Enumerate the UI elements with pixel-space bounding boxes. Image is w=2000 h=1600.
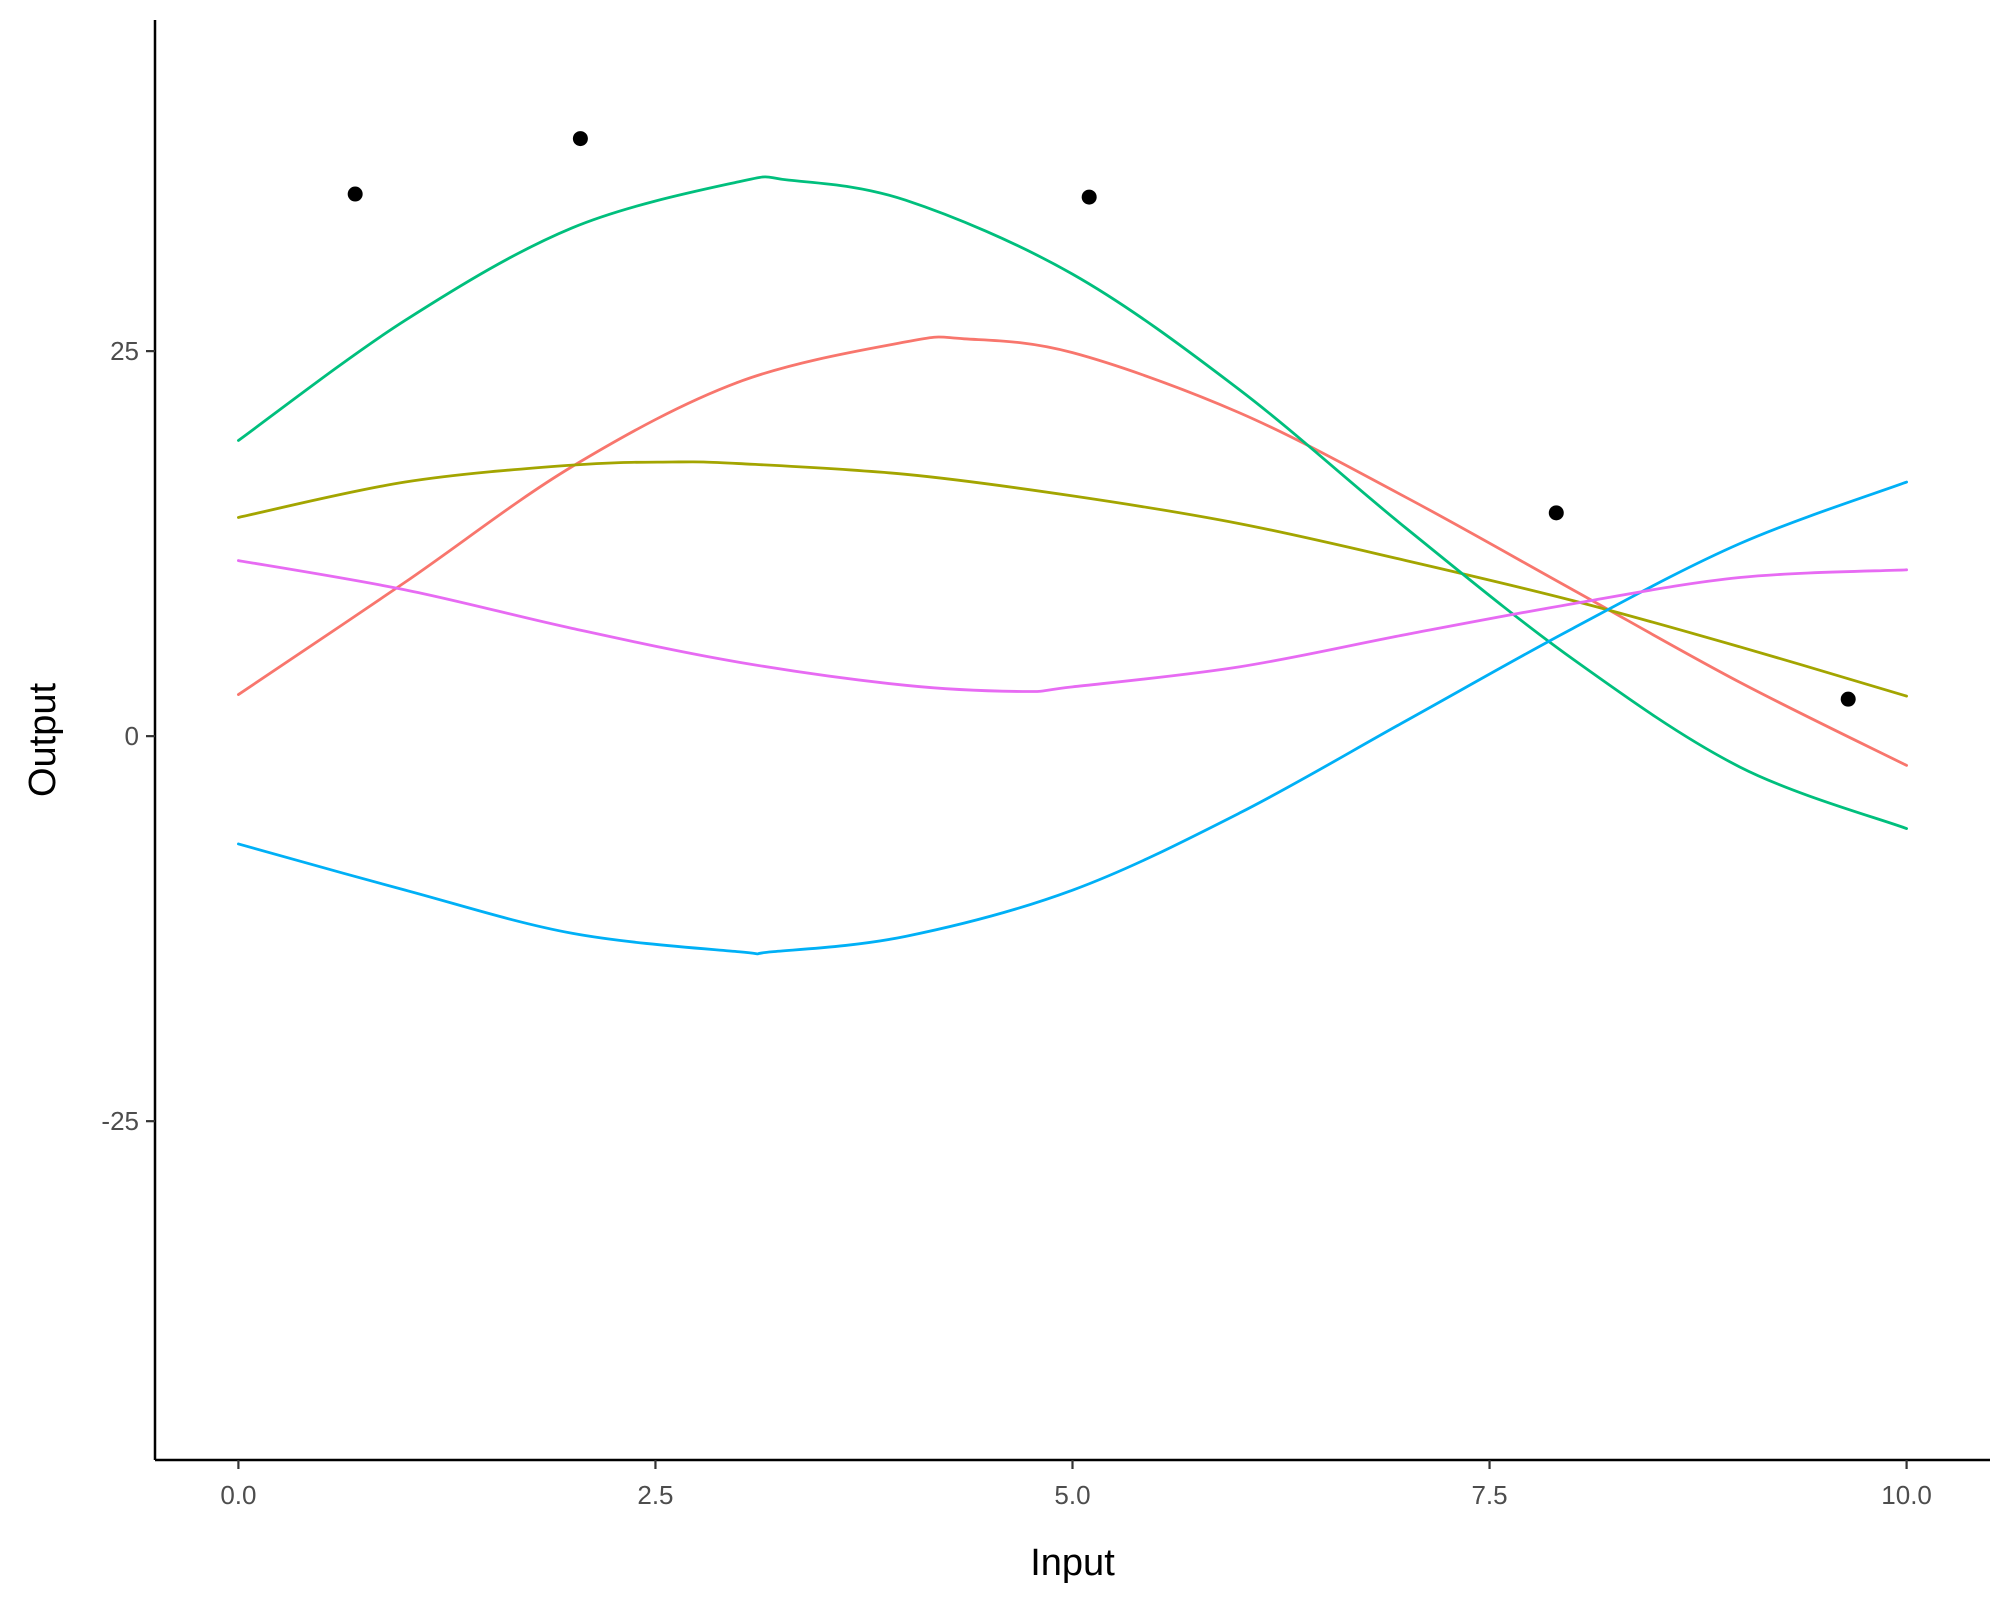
data-point: [1548, 505, 1564, 521]
series-line-2: [237, 460, 1908, 698]
y-tick-label: -25: [101, 1106, 139, 1136]
x-tick-label: 10.0: [1881, 1480, 1932, 1510]
series-line-4: [237, 480, 1908, 956]
series-line-1: [237, 335, 1908, 767]
x-tick-label: 2.5: [637, 1480, 673, 1510]
series-line-5: [237, 559, 1908, 693]
data-point: [572, 131, 588, 147]
data-point: [347, 186, 363, 202]
observed-points: [347, 131, 1856, 707]
series-line-3: [237, 175, 1908, 830]
y-axis-ticks: -25 0 25: [101, 336, 155, 1136]
series-lines: [237, 175, 1908, 956]
y-tick-label: 25: [110, 336, 139, 366]
x-tick-label: 7.5: [1471, 1480, 1507, 1510]
x-axis-ticks: 0.0 2.5 5.0 7.5 10.0: [220, 1460, 1932, 1510]
x-tick-label: 0.0: [220, 1480, 256, 1510]
y-tick-label: 0: [125, 721, 139, 751]
y-axis-title: Output: [22, 683, 64, 798]
x-axis-title: Input: [1030, 1542, 1115, 1584]
data-point: [1840, 691, 1856, 707]
data-point: [1081, 189, 1097, 205]
x-tick-label: 5.0: [1054, 1480, 1090, 1510]
